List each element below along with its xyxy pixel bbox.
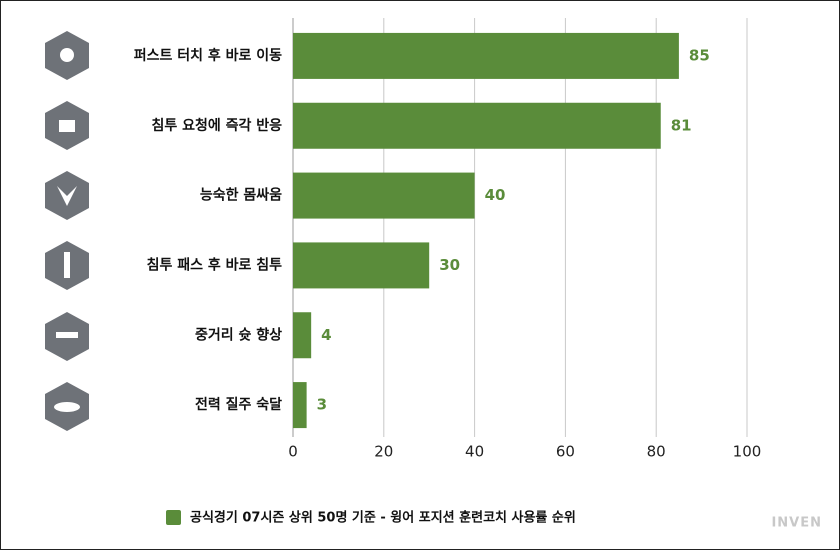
bar	[293, 102, 661, 149]
glyph	[59, 120, 75, 132]
y-tick-label: 침투 요청에 즉각 반응	[151, 117, 282, 134]
x-tick-label: 60	[556, 443, 575, 461]
y-tick-label: 퍼스트 터치 후 바로 이동	[134, 47, 282, 64]
legend-swatch	[166, 510, 181, 525]
y-tick-label: 능숙한 몸싸움	[200, 188, 282, 204]
glyph	[60, 48, 74, 62]
icon	[45, 171, 89, 220]
glyph	[56, 332, 78, 338]
x-tick-label: 20	[374, 443, 393, 461]
bar	[293, 312, 312, 359]
glyph	[57, 186, 77, 206]
value-label: 81	[671, 116, 692, 134]
bar	[293, 172, 475, 219]
x-tick-label: 100	[733, 443, 762, 461]
glyph	[54, 402, 80, 412]
x-tick-label: 80	[647, 443, 666, 461]
value-label: 40	[485, 186, 506, 204]
bar	[293, 382, 307, 429]
bar	[293, 32, 679, 79]
legend-label: 공식경기 07시즌 상위 50명 기준 - 윙어 포지션 훈련코치 사용률 순위	[190, 510, 576, 526]
value-label: 30	[439, 256, 460, 274]
x-tick-label: 40	[465, 443, 484, 461]
y-tick-label: 침투 패스 후 바로 침투	[147, 257, 283, 273]
watermark: INVEN	[771, 516, 822, 531]
bar	[293, 242, 430, 289]
glyph	[64, 252, 70, 278]
y-tick-label: 중거리 슛 향상	[195, 326, 282, 343]
x-tick-label: 0	[288, 443, 298, 461]
value-label: 4	[321, 326, 331, 344]
y-tick-label: 전력 질주 숙달	[195, 396, 282, 413]
icon-glyphs	[54, 48, 80, 412]
value-label: 3	[317, 396, 327, 414]
value-label: 85	[689, 46, 710, 64]
